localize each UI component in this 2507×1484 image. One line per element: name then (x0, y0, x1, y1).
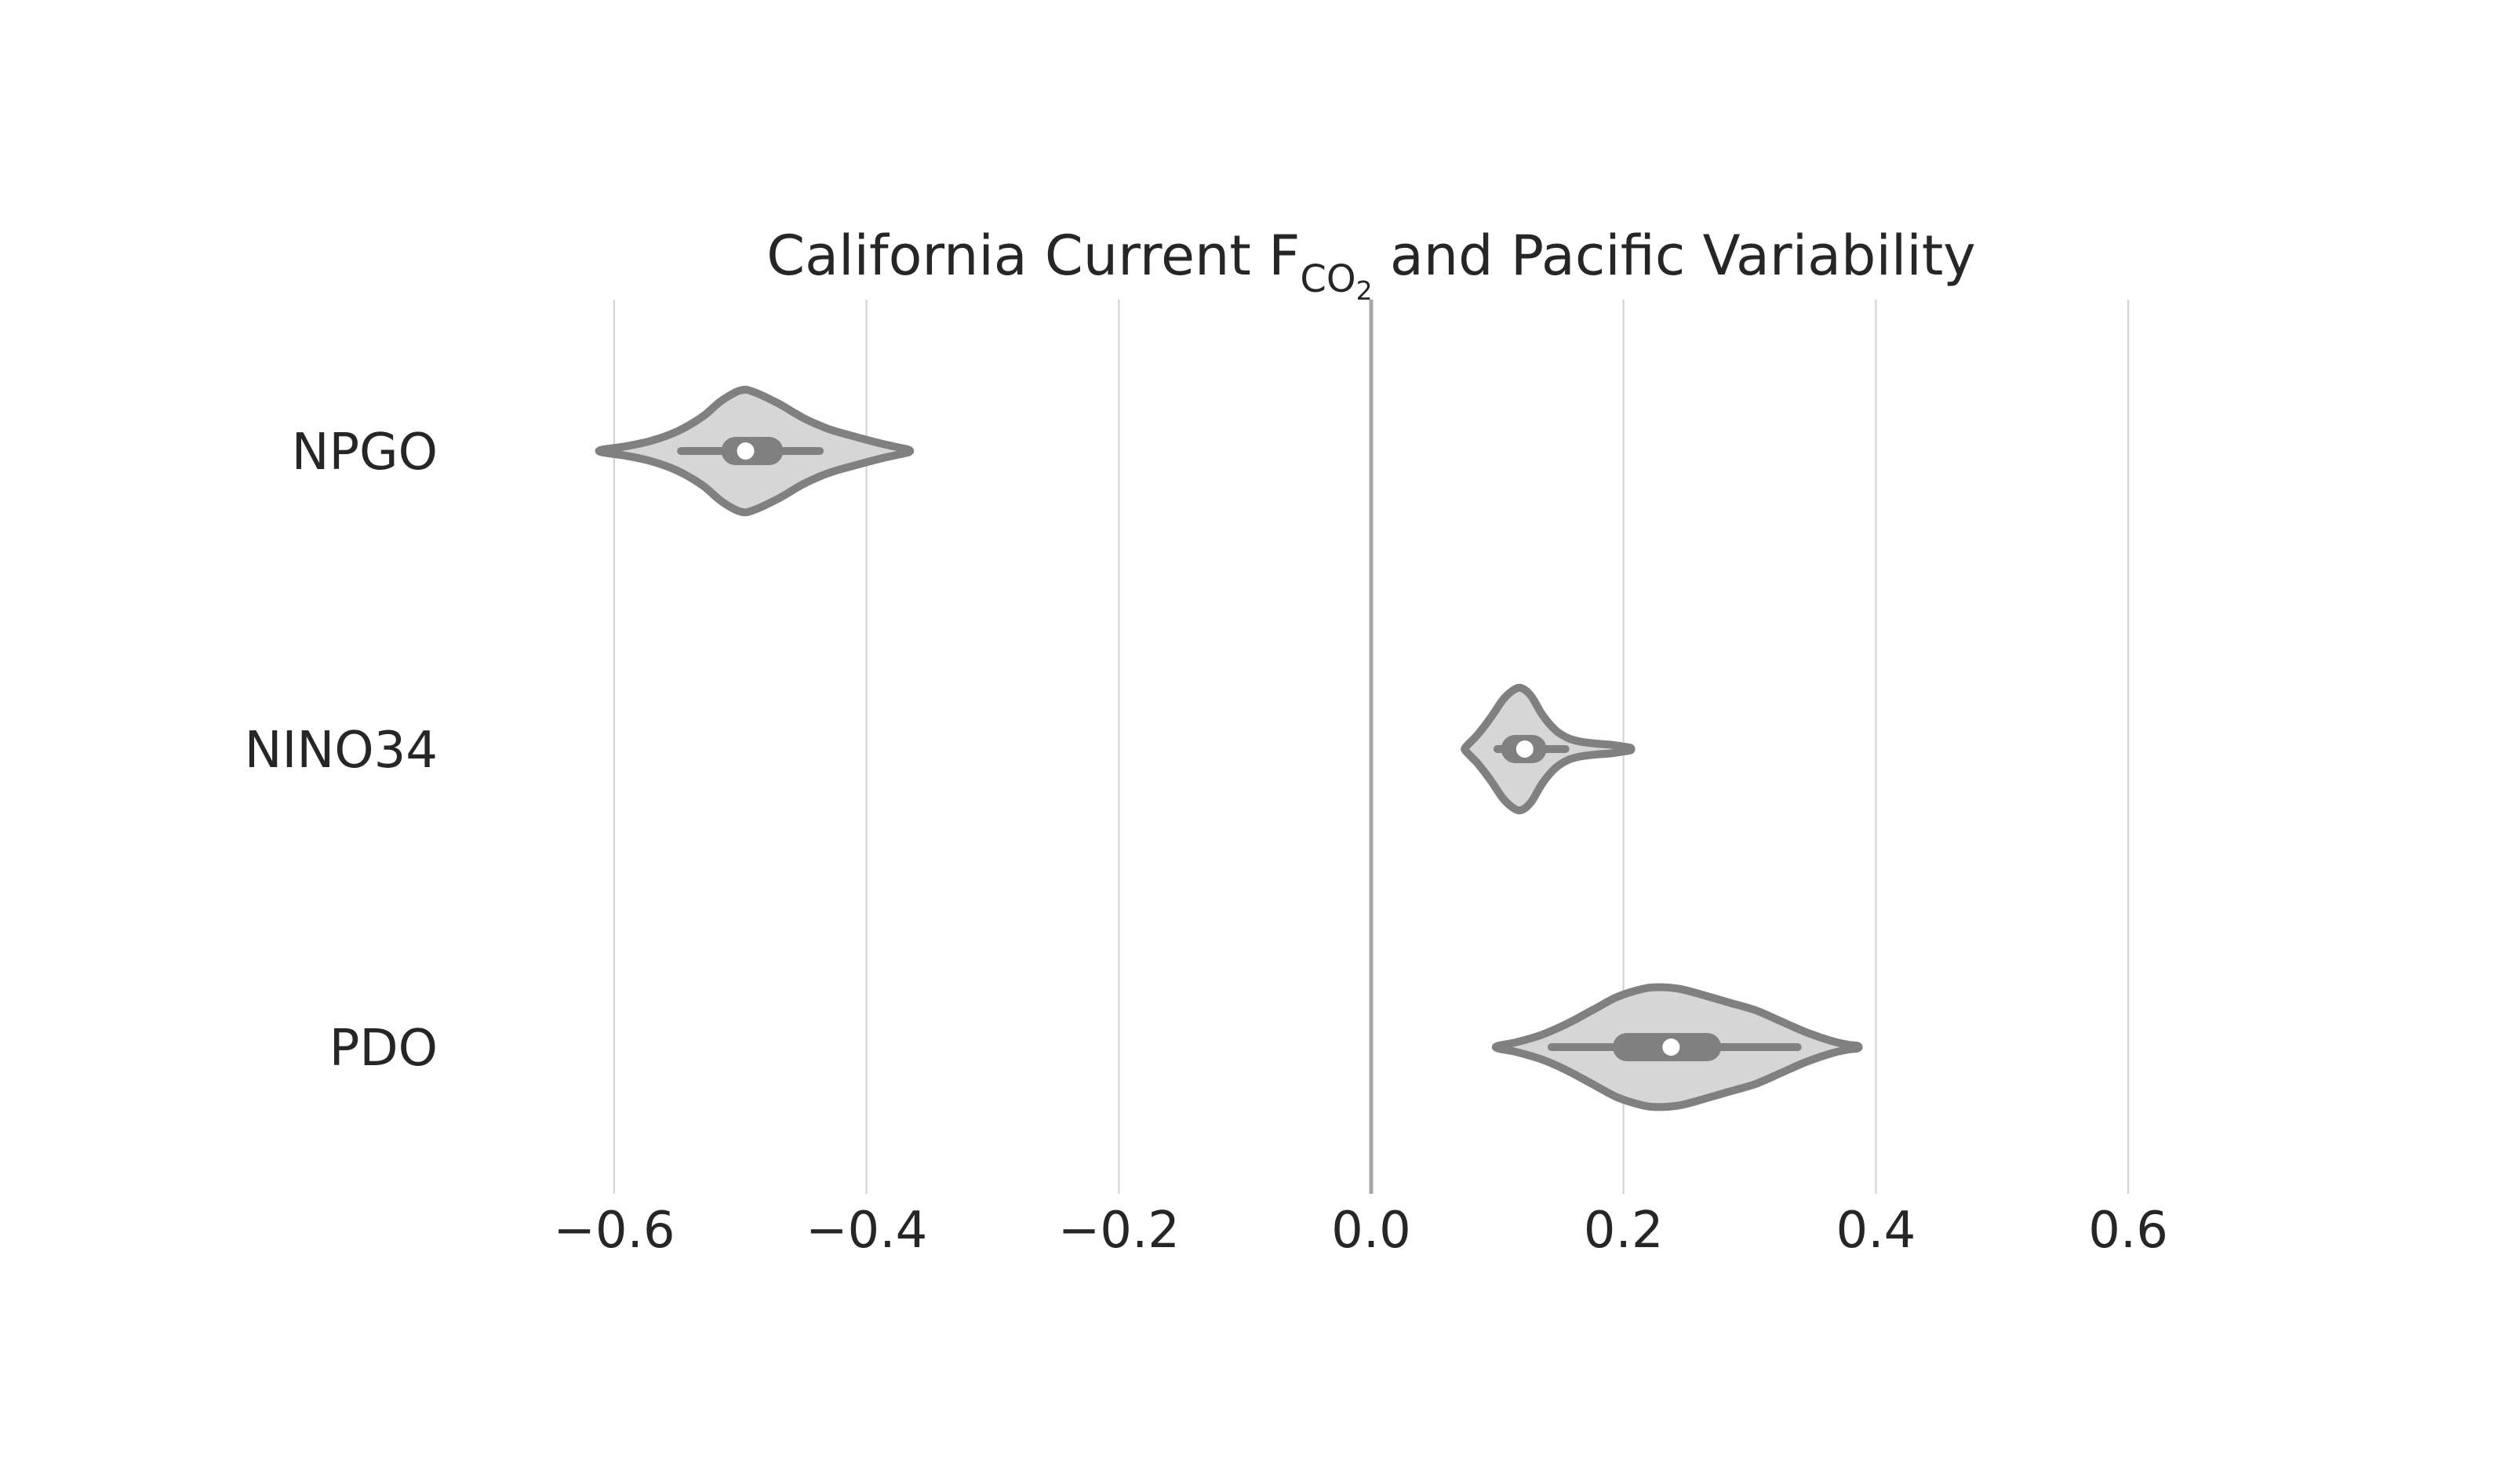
title-text-after: and Pacific Variability (1373, 224, 1976, 288)
x-tick-label: 0.2 (1584, 1202, 1664, 1260)
x-tick-label: 0.6 (2088, 1202, 2168, 1260)
x-tick-label: 0.0 (1331, 1202, 1411, 1260)
category-label: NPGO (292, 424, 438, 482)
violin-npgo (595, 385, 914, 517)
x-tick-label: −0.6 (553, 1202, 675, 1260)
title-subsubscript: 2 (1356, 275, 1373, 306)
category-label: NINO34 (245, 722, 438, 780)
title-text-before: California Current F (766, 224, 1300, 288)
violin-nino34 (1461, 683, 1636, 815)
x-tick-label: −0.2 (1058, 1202, 1180, 1260)
y-category-labels: NPGO NINO34 PDO (245, 424, 438, 1078)
x-tick-label: −0.4 (806, 1202, 927, 1260)
violin-median-dot (1662, 1038, 1680, 1056)
violin-median-dot (1515, 740, 1534, 758)
chart-title: California Current FCO2 and Pacific Vari… (766, 224, 1975, 306)
violin-pdo (1491, 983, 1863, 1111)
violin-series (595, 385, 1863, 1111)
category-label: PDO (329, 1020, 438, 1078)
title-subscript: CO (1300, 257, 1355, 301)
x-tick-labels: −0.6 −0.4 −0.2 0.0 0.2 0.4 0.6 (553, 1202, 2168, 1260)
violin-median-dot (737, 442, 755, 460)
x-tick-label: 0.4 (1836, 1202, 1916, 1260)
